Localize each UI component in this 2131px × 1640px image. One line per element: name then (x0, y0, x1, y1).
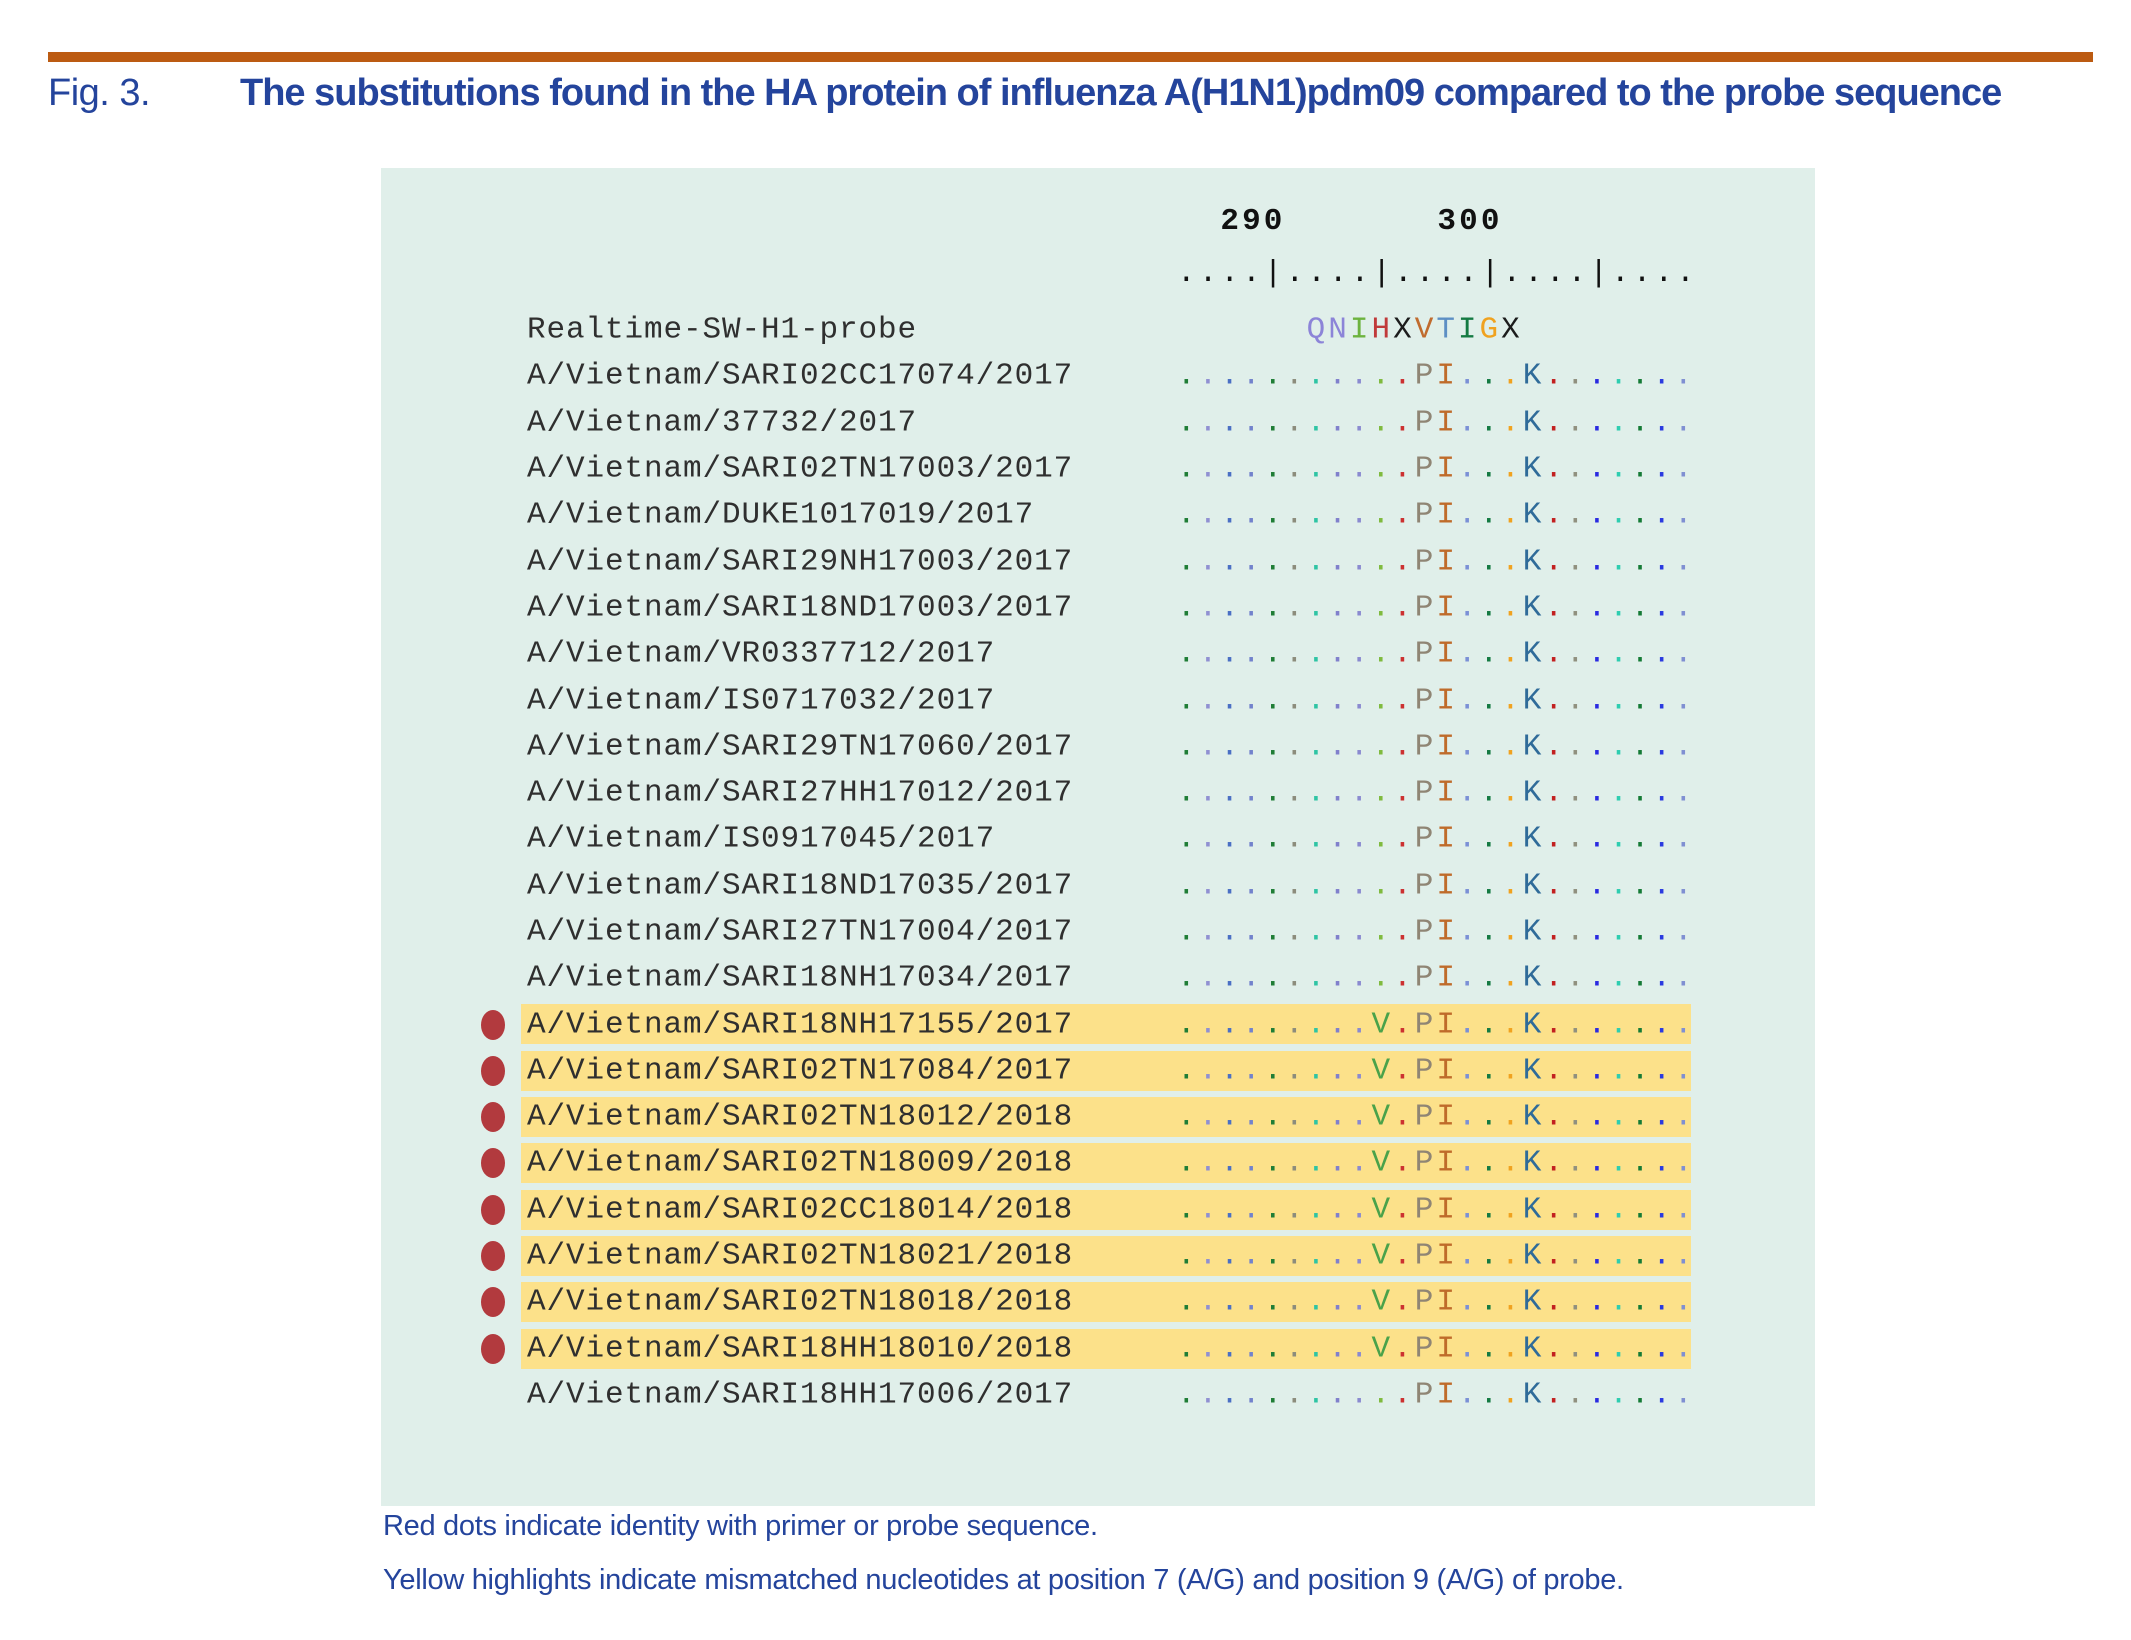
strain-label: A/Vietnam/SARI02TN17003/2017 (527, 451, 1074, 487)
sequence-text: .........V.PI...K....... (1177, 1053, 1696, 1089)
sequence-text: ...........PI...K....... (1177, 451, 1696, 487)
identity-red-dot-icon (481, 1287, 505, 1318)
sequence-row: A/Vietnam/VR0337712/2017 ...........PI...… (381, 631, 1815, 677)
strain-label: A/Vietnam/SARI18HH18010/2018 (527, 1331, 1074, 1367)
sequence-text: .........V.PI...K....... (1177, 1145, 1696, 1181)
strain-label: A/Vietnam/SARI02CC18014/2018 (527, 1192, 1074, 1228)
strain-label: A/Vietnam/SARI02TN18012/2018 (527, 1099, 1074, 1135)
identity-red-dot-icon (481, 1102, 505, 1133)
sequence-text: .........V.PI...K....... (1177, 1238, 1696, 1274)
sequence-row: A/Vietnam/SARI18HH18010/2018 .........V.P… (381, 1326, 1815, 1372)
sequence-text: .........V.PI...K....... (1177, 1099, 1696, 1135)
sequence-text: ...........PI...K....... (1177, 914, 1696, 950)
alignment-rows: Realtime-SW-H1-probe QNIHXVTIGX A/Vietna… (381, 307, 1815, 1418)
sequence-text: .........V.PI...K....... (1177, 1192, 1696, 1228)
strain-label: A/Vietnam/SARI02TN17084/2017 (527, 1053, 1074, 1089)
strain-label: A/Vietnam/SARI02TN18009/2018 (527, 1145, 1074, 1181)
figure-footnotes: Red dots indicate identity with primer o… (383, 1510, 1624, 1618)
sequence-row: A/Vietnam/SARI18ND17003/2017 ...........P… (381, 585, 1815, 631)
sequence-row: A/Vietnam/SARI27TN17004/2017 ...........P… (381, 909, 1815, 955)
strain-label: A/Vietnam/SARI18HH17006/2017 (527, 1377, 1074, 1413)
strain-label: A/Vietnam/SARI27TN17004/2017 (527, 914, 1074, 950)
strain-label: A/Vietnam/IS0917045/2017 (527, 821, 996, 857)
sequence-row: A/Vietnam/SARI02TN18018/2018 .........V.P… (381, 1279, 1815, 1325)
sequence-text: ...........PI...K....... (1177, 775, 1696, 811)
probe-label: Realtime-SW-H1-probe (527, 312, 918, 348)
sequence-text: ...........PI...K....... (1177, 960, 1696, 996)
figure-title: The substitutions found in the HA protei… (240, 72, 2002, 114)
sequence-text: .........V.PI...K....... (1177, 1284, 1696, 1320)
ruler-tick-line: ....|....|....|....|.... (1177, 256, 1698, 291)
sequence-text: ...........PI...K....... (1177, 821, 1696, 857)
sequence-row: A/Vietnam/SARI27HH17012/2017 ...........P… (381, 770, 1815, 816)
strain-label: A/Vietnam/SARI02TN18021/2018 (527, 1238, 1074, 1274)
strain-label: A/Vietnam/SARI02TN18018/2018 (527, 1284, 1074, 1320)
sequence-row: A/Vietnam/IS0917045/2017 ...........PI...… (381, 816, 1815, 862)
sequence-text: ...........PI...K....... (1177, 729, 1696, 765)
sequence-row: A/Vietnam/SARI29TN17060/2017 ...........P… (381, 724, 1815, 770)
identity-red-dot-icon (481, 1148, 505, 1179)
sequence-row: A/Vietnam/SARI18NH17155/2017 .........V.P… (381, 1001, 1815, 1047)
strain-label: A/Vietnam/SARI18NH17155/2017 (527, 1007, 1074, 1043)
title-rule (48, 52, 2093, 62)
footnote-yellow-highlights: Yellow highlights indicate mismatched nu… (383, 1564, 1624, 1596)
sequence-text: ...........PI...K....... (1177, 544, 1696, 580)
sequence-row: A/Vietnam/SARI18ND17035/2017 ...........P… (381, 863, 1815, 909)
strain-label: A/Vietnam/SARI18NH17034/2017 (527, 960, 1074, 996)
sequence-text: QNIHXVTIGX (1306, 312, 1523, 348)
sequence-text: ...........PI...K....... (1177, 590, 1696, 626)
identity-red-dot-icon (481, 1333, 505, 1364)
sequence-row: A/Vietnam/SARI18HH17006/2017 ...........P… (381, 1372, 1815, 1418)
sequence-text: ...........PI...K....... (1177, 868, 1696, 904)
sequence-text: .........V.PI...K....... (1177, 1007, 1696, 1043)
identity-red-dot-icon (481, 1241, 505, 1272)
strain-label: A/Vietnam/SARI18ND17035/2017 (527, 868, 1074, 904)
identity-red-dot-icon (481, 1055, 505, 1086)
figure-number: Fig. 3. (48, 72, 151, 114)
identity-red-dot-icon (481, 1009, 505, 1040)
sequence-text: ...........PI...K....... (1177, 497, 1696, 533)
sequence-row: A/Vietnam/SARI18NH17034/2017 ...........P… (381, 955, 1815, 1001)
strain-label: A/Vietnam/SARI18ND17003/2017 (527, 590, 1074, 626)
strain-label: A/Vietnam/SARI29NH17003/2017 (527, 544, 1074, 580)
sequence-text: ...........PI...K....... (1177, 1377, 1696, 1413)
sequence-text: ...........PI...K....... (1177, 683, 1696, 719)
sequence-row: A/Vietnam/SARI02TN18021/2018 .........V.P… (381, 1233, 1815, 1279)
identity-red-dot-icon (481, 1194, 505, 1225)
sequence-row: A/Vietnam/SARI29NH17003/2017 ...........P… (381, 538, 1815, 584)
sequence-text: ...........PI...K....... (1177, 358, 1696, 394)
strain-label: A/Vietnam/IS0717032/2017 (527, 683, 996, 719)
strain-label: A/Vietnam/37732/2017 (527, 405, 918, 441)
sequence-row: A/Vietnam/37732/2017 ...........PI...K...… (381, 400, 1815, 446)
sequence-row: A/Vietnam/DUKE1017019/2017 ...........PI.… (381, 492, 1815, 538)
strain-label: A/Vietnam/SARI29TN17060/2017 (527, 729, 1074, 765)
sequence-row: A/Vietnam/SARI02TN17003/2017 ...........P… (381, 446, 1815, 492)
sequence-row: A/Vietnam/SARI02TN17084/2017 .........V.P… (381, 1048, 1815, 1094)
strain-label: A/Vietnam/VR0337712/2017 (527, 636, 996, 672)
strain-label: A/Vietnam/SARI02CC17074/2017 (527, 358, 1074, 394)
sequence-text: ...........PI...K....... (1177, 405, 1696, 441)
sequence-row: A/Vietnam/SARI02CC17074/2017 ...........P… (381, 353, 1815, 399)
ruler-position-numbers: 290 300 (1177, 204, 1698, 239)
sequence-text: ...........PI...K....... (1177, 636, 1696, 672)
strain-label: A/Vietnam/DUKE1017019/2017 (527, 497, 1035, 533)
sequence-row: A/Vietnam/SARI02TN18009/2018 .........V.P… (381, 1140, 1815, 1186)
footnote-red-dots: Red dots indicate identity with primer o… (383, 1510, 1098, 1542)
sequence-row: A/Vietnam/SARI02TN18012/2018 .........V.P… (381, 1094, 1815, 1140)
alignment-panel: 290 300 ....|....|....|....|.... Realtim… (381, 168, 1815, 1506)
sequence-row: A/Vietnam/IS0717032/2017 ...........PI...… (381, 677, 1815, 723)
strain-label: A/Vietnam/SARI27HH17012/2017 (527, 775, 1074, 811)
sequence-text: .........V.PI...K....... (1177, 1331, 1696, 1367)
sequence-row: A/Vietnam/SARI02CC18014/2018 .........V.P… (381, 1187, 1815, 1233)
probe-row: Realtime-SW-H1-probe QNIHXVTIGX (381, 307, 1815, 353)
